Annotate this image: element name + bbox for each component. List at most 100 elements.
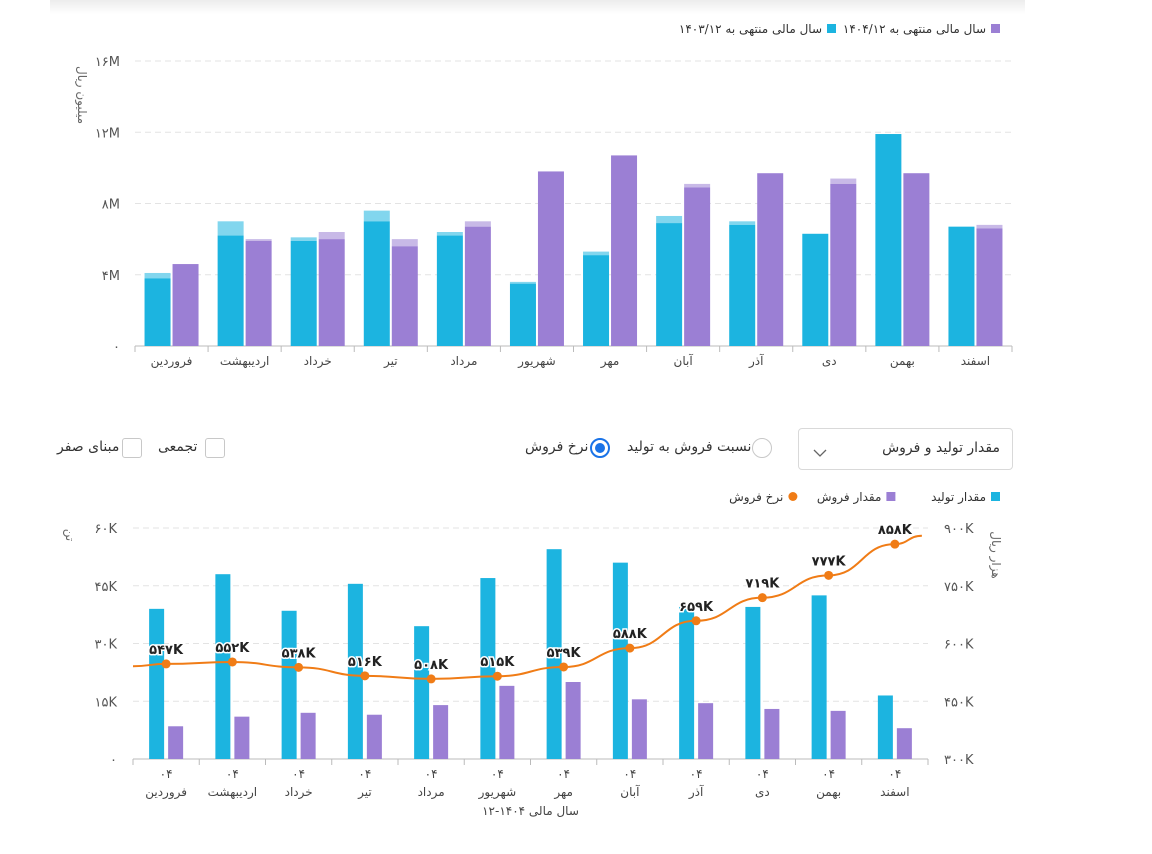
data-label: ۵۳۸K	[282, 646, 317, 661]
bar	[811, 595, 827, 759]
y-tick-label: ۴M	[102, 269, 120, 284]
bar	[217, 235, 244, 346]
bar	[745, 606, 761, 759]
line-point	[824, 570, 834, 580]
x-tick-year: ۰۴	[358, 767, 371, 781]
bar-overlay	[245, 239, 272, 241]
bar-overlay	[318, 232, 345, 240]
bar	[234, 716, 250, 759]
bar	[464, 226, 491, 346]
bar	[414, 626, 430, 759]
line-point	[625, 643, 635, 653]
x-tick-year: ۰۴	[491, 767, 504, 781]
bar	[168, 726, 184, 759]
top-shadow-bar	[50, 0, 1025, 14]
bar	[436, 235, 463, 346]
bar	[391, 246, 418, 346]
bar	[300, 712, 316, 759]
bar-overlay	[509, 281, 536, 284]
bar	[729, 224, 756, 346]
x-tick-label: تیر	[383, 354, 398, 369]
data-label: ۵۵۲K	[215, 641, 250, 656]
bar-overlay	[363, 210, 390, 222]
radio-sales-rate[interactable]	[590, 438, 610, 458]
data-label: ۸۵۸K	[878, 523, 913, 538]
y-right-tick-label: ۶۰۰K	[944, 638, 974, 653]
bar	[366, 714, 382, 759]
bar-overlay	[436, 232, 463, 236]
x-tick-label: فروردین	[145, 785, 187, 800]
bar	[537, 171, 564, 346]
y-right-tick-label: ۳۰۰K	[944, 753, 974, 768]
bar	[612, 562, 628, 759]
x-tick-year: ۰۴	[822, 767, 835, 781]
x-tick-label: شهریور	[478, 785, 517, 800]
bar	[802, 233, 829, 346]
x-tick-year: ۰۴	[226, 767, 239, 781]
x-tick-label: تیر	[357, 785, 372, 800]
bar-overlay	[729, 221, 756, 225]
radio-sales-rate-label: نرخ فروش	[525, 439, 589, 455]
x-tick-label: آذر	[688, 784, 704, 800]
legend-swatch	[886, 492, 896, 501]
bar	[875, 134, 902, 346]
legend-swatch	[788, 492, 798, 501]
y-tick-label: ۸M	[102, 198, 120, 213]
bar	[611, 155, 638, 346]
y-tick-label: ۱۶M	[95, 55, 120, 70]
sales-rate-line	[132, 534, 922, 680]
data-label: ۵۱۶K	[348, 655, 383, 670]
line-point	[426, 674, 436, 684]
bar	[976, 228, 1003, 346]
data-label: ۷۱۹K	[745, 577, 780, 592]
x-tick-label: اسفند	[961, 354, 990, 368]
bar	[480, 578, 496, 759]
legend-label: سال مالی منتهی به ۱۴۰۴/۱۲	[843, 22, 986, 36]
bar	[149, 608, 165, 759]
x-tick-label: خرداد	[285, 785, 313, 800]
bar	[583, 255, 610, 346]
bar-overlay	[391, 239, 418, 247]
checkbox-cumulative[interactable]	[205, 438, 225, 458]
x-tick-year: ۰۴	[557, 767, 570, 781]
x-tick-year: ۰۴	[623, 767, 636, 781]
chart-type-dropdown[interactable]: مقدار تولید و فروش	[798, 428, 1013, 470]
bar	[363, 221, 390, 346]
y-tick-label: ۰	[110, 753, 117, 768]
x-tick-label: بهمن	[890, 354, 915, 369]
x-tick-label: فروردین	[151, 354, 193, 369]
x-tick-label: مرداد	[418, 785, 445, 800]
bar	[877, 695, 893, 759]
checkbox-cumulative-label: تجمعی	[158, 439, 198, 455]
x-tick-label: آبان	[674, 353, 694, 368]
bar	[903, 173, 930, 346]
radio-sales-to-production[interactable]	[752, 438, 772, 458]
bar-overlay	[976, 224, 1003, 229]
x-tick-label: مهر	[600, 354, 620, 369]
x-axis-label: سال مالی ۱۴۰۴-۱۲	[482, 804, 579, 818]
x-tick-label: آذر	[748, 353, 764, 369]
line-point	[890, 539, 900, 549]
line-point	[227, 657, 237, 667]
y-right-tick-label: ۷۵۰K	[944, 580, 974, 595]
bar	[948, 226, 975, 346]
bar	[546, 549, 562, 759]
bar-overlay	[583, 251, 610, 256]
y-right-axis-label: هزار ریال	[988, 531, 1003, 578]
line-point	[294, 662, 304, 672]
x-tick-year: ۰۴	[425, 767, 438, 781]
data-label: ۷۷۷K	[812, 554, 847, 569]
bar	[830, 710, 846, 759]
x-tick-label: شهریور	[517, 354, 556, 369]
x-tick-year: ۰۴	[160, 767, 173, 781]
line-point	[757, 593, 767, 603]
x-tick-label: اسفند	[880, 785, 909, 799]
x-tick-label: دی	[755, 785, 770, 799]
data-label: ۶۵۹K	[679, 600, 714, 615]
production-sales-chart: ۰ ۱۵K ۳۰K ۴۵K ۶۰K ۳۰۰K ۴۵۰K ۶۰۰K ۷۵۰K ۹۰۰K تن هزار …	[62, 490, 1003, 818]
y-tick-label: ۱۲M	[95, 126, 120, 141]
bar-overlay	[830, 178, 857, 184]
legend-label: مقدار فروش	[817, 490, 882, 505]
checkbox-zero-base[interactable]	[122, 438, 142, 458]
x-tick-label: آبان	[620, 784, 640, 799]
